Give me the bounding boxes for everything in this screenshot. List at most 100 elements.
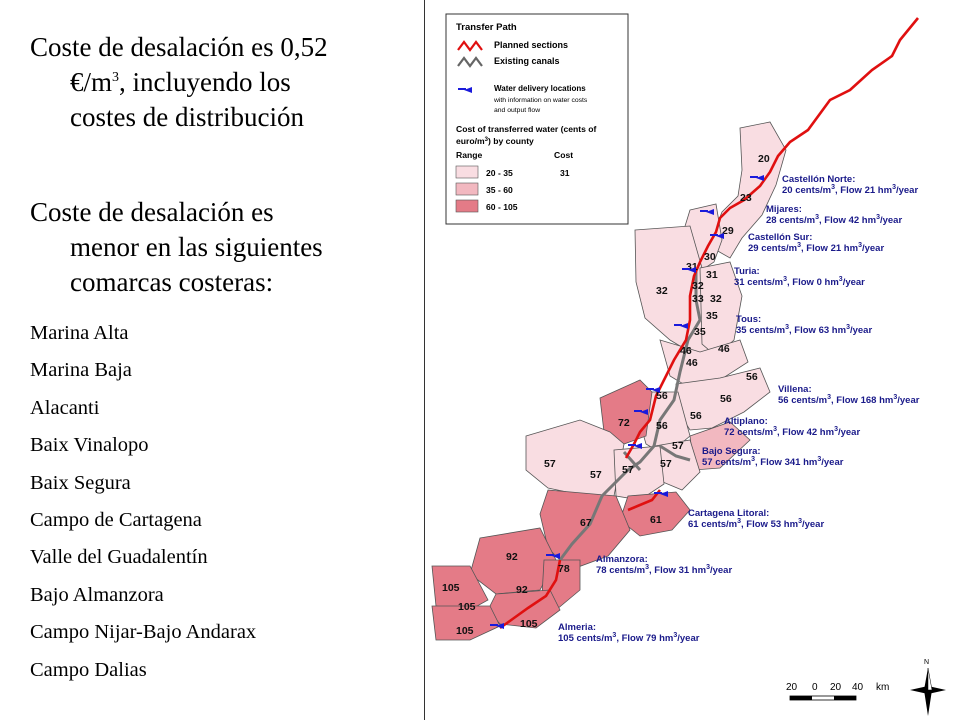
list-item: Baix Segura: [30, 471, 131, 494]
loc-castellon-norte: Castellón Norte: 20 cents/m3, Flow 21 hm3…: [782, 174, 918, 196]
legend-delivery-2: with information on water costs: [493, 97, 588, 104]
para1-line1: Coste de desalación es 0,52: [30, 32, 328, 62]
list-item: Marina Alta: [30, 322, 129, 344]
para1-unit: €/m: [70, 67, 113, 98]
cost-label: 56: [656, 390, 668, 402]
loc-almanzora: Almanzora: 78 cents/m3, Flow 31 hm3/year: [596, 554, 732, 576]
cost-label: 23: [740, 192, 752, 204]
para1-line3: costes de distribución: [70, 102, 304, 133]
list-item: Campo Dalias: [30, 658, 147, 681]
arrow-icon: [646, 387, 660, 393]
scale-label: km: [876, 682, 889, 693]
cost-label: 92: [506, 551, 518, 563]
para2-line3: comarcas costeras:: [70, 267, 274, 298]
map-legend: Transfer Path Planned sections Existing …: [445, 13, 629, 225]
list-item: Campo de Cartagena: [30, 509, 202, 532]
scale-label: 40: [852, 682, 864, 693]
arrow-icon: [628, 443, 642, 449]
cost-label: 105: [458, 601, 476, 613]
legend-planned: Planned sections: [494, 40, 568, 50]
delivery-arrow-icon: [458, 87, 472, 93]
swatch-dark: [455, 199, 479, 213]
north-arrow-icon: N: [910, 659, 946, 716]
cost-label: 57: [544, 458, 556, 470]
legend-range-1: 20 - 35: [486, 168, 513, 178]
cost-label: 32: [692, 280, 704, 292]
loc-bajo-segura: Bajo Segura: 57 cents/m3, Flow 341 hm3/ye…: [702, 446, 844, 468]
para1-line2: , incluyendo los: [119, 67, 291, 98]
legend-range-2: 35 - 60: [486, 185, 513, 195]
arrow-icon: [674, 323, 688, 329]
loc-almeria: Almeria: 105 cents/m3, Flow 79 hm3/year: [558, 622, 700, 644]
text-panel: Coste de desalación es 0,52 €/m3, incluy…: [0, 0, 420, 720]
legend-range-3: 60 - 105: [486, 202, 518, 212]
loc-cartagena-litoral: Cartagena Litoral: 61 cents/m3, Flow 53 h…: [688, 508, 824, 530]
existing-line-icon: [457, 56, 483, 68]
cost-label: 46: [718, 343, 730, 355]
cost-label: 29: [722, 225, 734, 237]
list-item: Campo Nijar-Bajo Andarax: [30, 621, 257, 644]
legend-delivery-3: and output flow: [494, 107, 540, 114]
county-tous: [659, 339, 749, 389]
cost-label: 78: [558, 563, 570, 575]
cost-label: 30: [704, 251, 716, 263]
cost-label: 46: [686, 357, 698, 369]
cost-label: 67: [580, 517, 592, 529]
legend-cost-header: Cost: [554, 150, 573, 160]
arrow-icon: [710, 233, 724, 239]
county-murcia-west: [525, 419, 625, 497]
county-dalias: [431, 605, 501, 641]
county-castellon-norte: [713, 121, 787, 259]
cost-label: 57: [660, 458, 672, 470]
county-alpujarra: [431, 565, 489, 611]
list-item: Valle del Guadalentín: [30, 546, 208, 569]
planned-south: [499, 559, 562, 630]
cost-label: 20: [758, 153, 770, 165]
list-item: Alacanti: [30, 396, 100, 419]
list-item: Baix Vinalopo: [30, 434, 149, 457]
planned-line-icon: [457, 40, 483, 52]
panel-divider: [424, 0, 425, 720]
cost-label: 32: [656, 285, 668, 297]
scale-bar: 20 0 20 40 km: [786, 682, 889, 701]
cost-label: 105: [456, 625, 474, 637]
list-item: Bajo Almanzora: [30, 583, 164, 606]
cost-label: 35: [706, 310, 718, 322]
list-item: Marina Baja: [30, 359, 132, 382]
legend-cost-1: Cost of transferred water (cents of: [456, 124, 597, 134]
para2-line2: menor en las siguientes: [70, 232, 323, 263]
para2-line1: Coste de desalación es: [30, 197, 274, 227]
swatch-mid: [455, 182, 479, 196]
cheaper-counties-paragraph: Coste de desalación es menor en las sigu…: [30, 195, 440, 300]
arrow-icon: [654, 491, 668, 497]
legend-cost-2: euro/m3) by county: [456, 136, 534, 146]
legend-existing: Existing canals: [494, 56, 560, 66]
location-annotations: Castellón Norte: 20 cents/m3, Flow 21 hm3…: [558, 174, 920, 644]
cost-label: 56: [690, 410, 702, 422]
desalination-cost-paragraph: Coste de desalación es 0,52 €/m3, incluy…: [30, 30, 440, 135]
cost-label: 31: [686, 261, 698, 273]
legend-title: Transfer Path: [456, 22, 517, 33]
cost-label: 31: [706, 269, 718, 281]
canal-main: [558, 270, 702, 561]
map-svg: 20 23 29 30 31 31 32 32 33 32 35 35 46 4…: [431, 13, 946, 716]
cost-label: 61: [650, 514, 662, 526]
canal-branch: [659, 444, 691, 462]
loc-altiplano: Altiplano: 72 cents/m3, Flow 42 hm3/year: [724, 416, 860, 438]
delivery-arrows: [490, 175, 764, 629]
county-cost-labels: 20 23 29 30 31 31 32 32 33 32 35 35 46 4…: [442, 153, 770, 637]
arrow-icon: [682, 267, 696, 273]
cost-label: 57: [590, 469, 602, 481]
loc-mijares: Mijares: 28 cents/m3, Flow 42 hm3/year: [766, 204, 902, 226]
loc-tous: Tous: 35 cents/m3, Flow 63 hm3/year: [736, 314, 872, 336]
arrow-icon: [490, 623, 504, 629]
arrow-icon: [750, 175, 764, 181]
cost-label: 56: [746, 371, 758, 383]
cost-label: 57: [672, 440, 684, 452]
cost-label: 46: [680, 345, 692, 357]
legend-sample-cost: 31: [560, 168, 570, 178]
svg-text:N: N: [924, 659, 929, 666]
arrow-icon: [700, 209, 714, 215]
comarcas-list: Marina Alta Marina Baja Alacanti Baix Vi…: [30, 315, 256, 689]
arrow-icon: [546, 553, 560, 559]
